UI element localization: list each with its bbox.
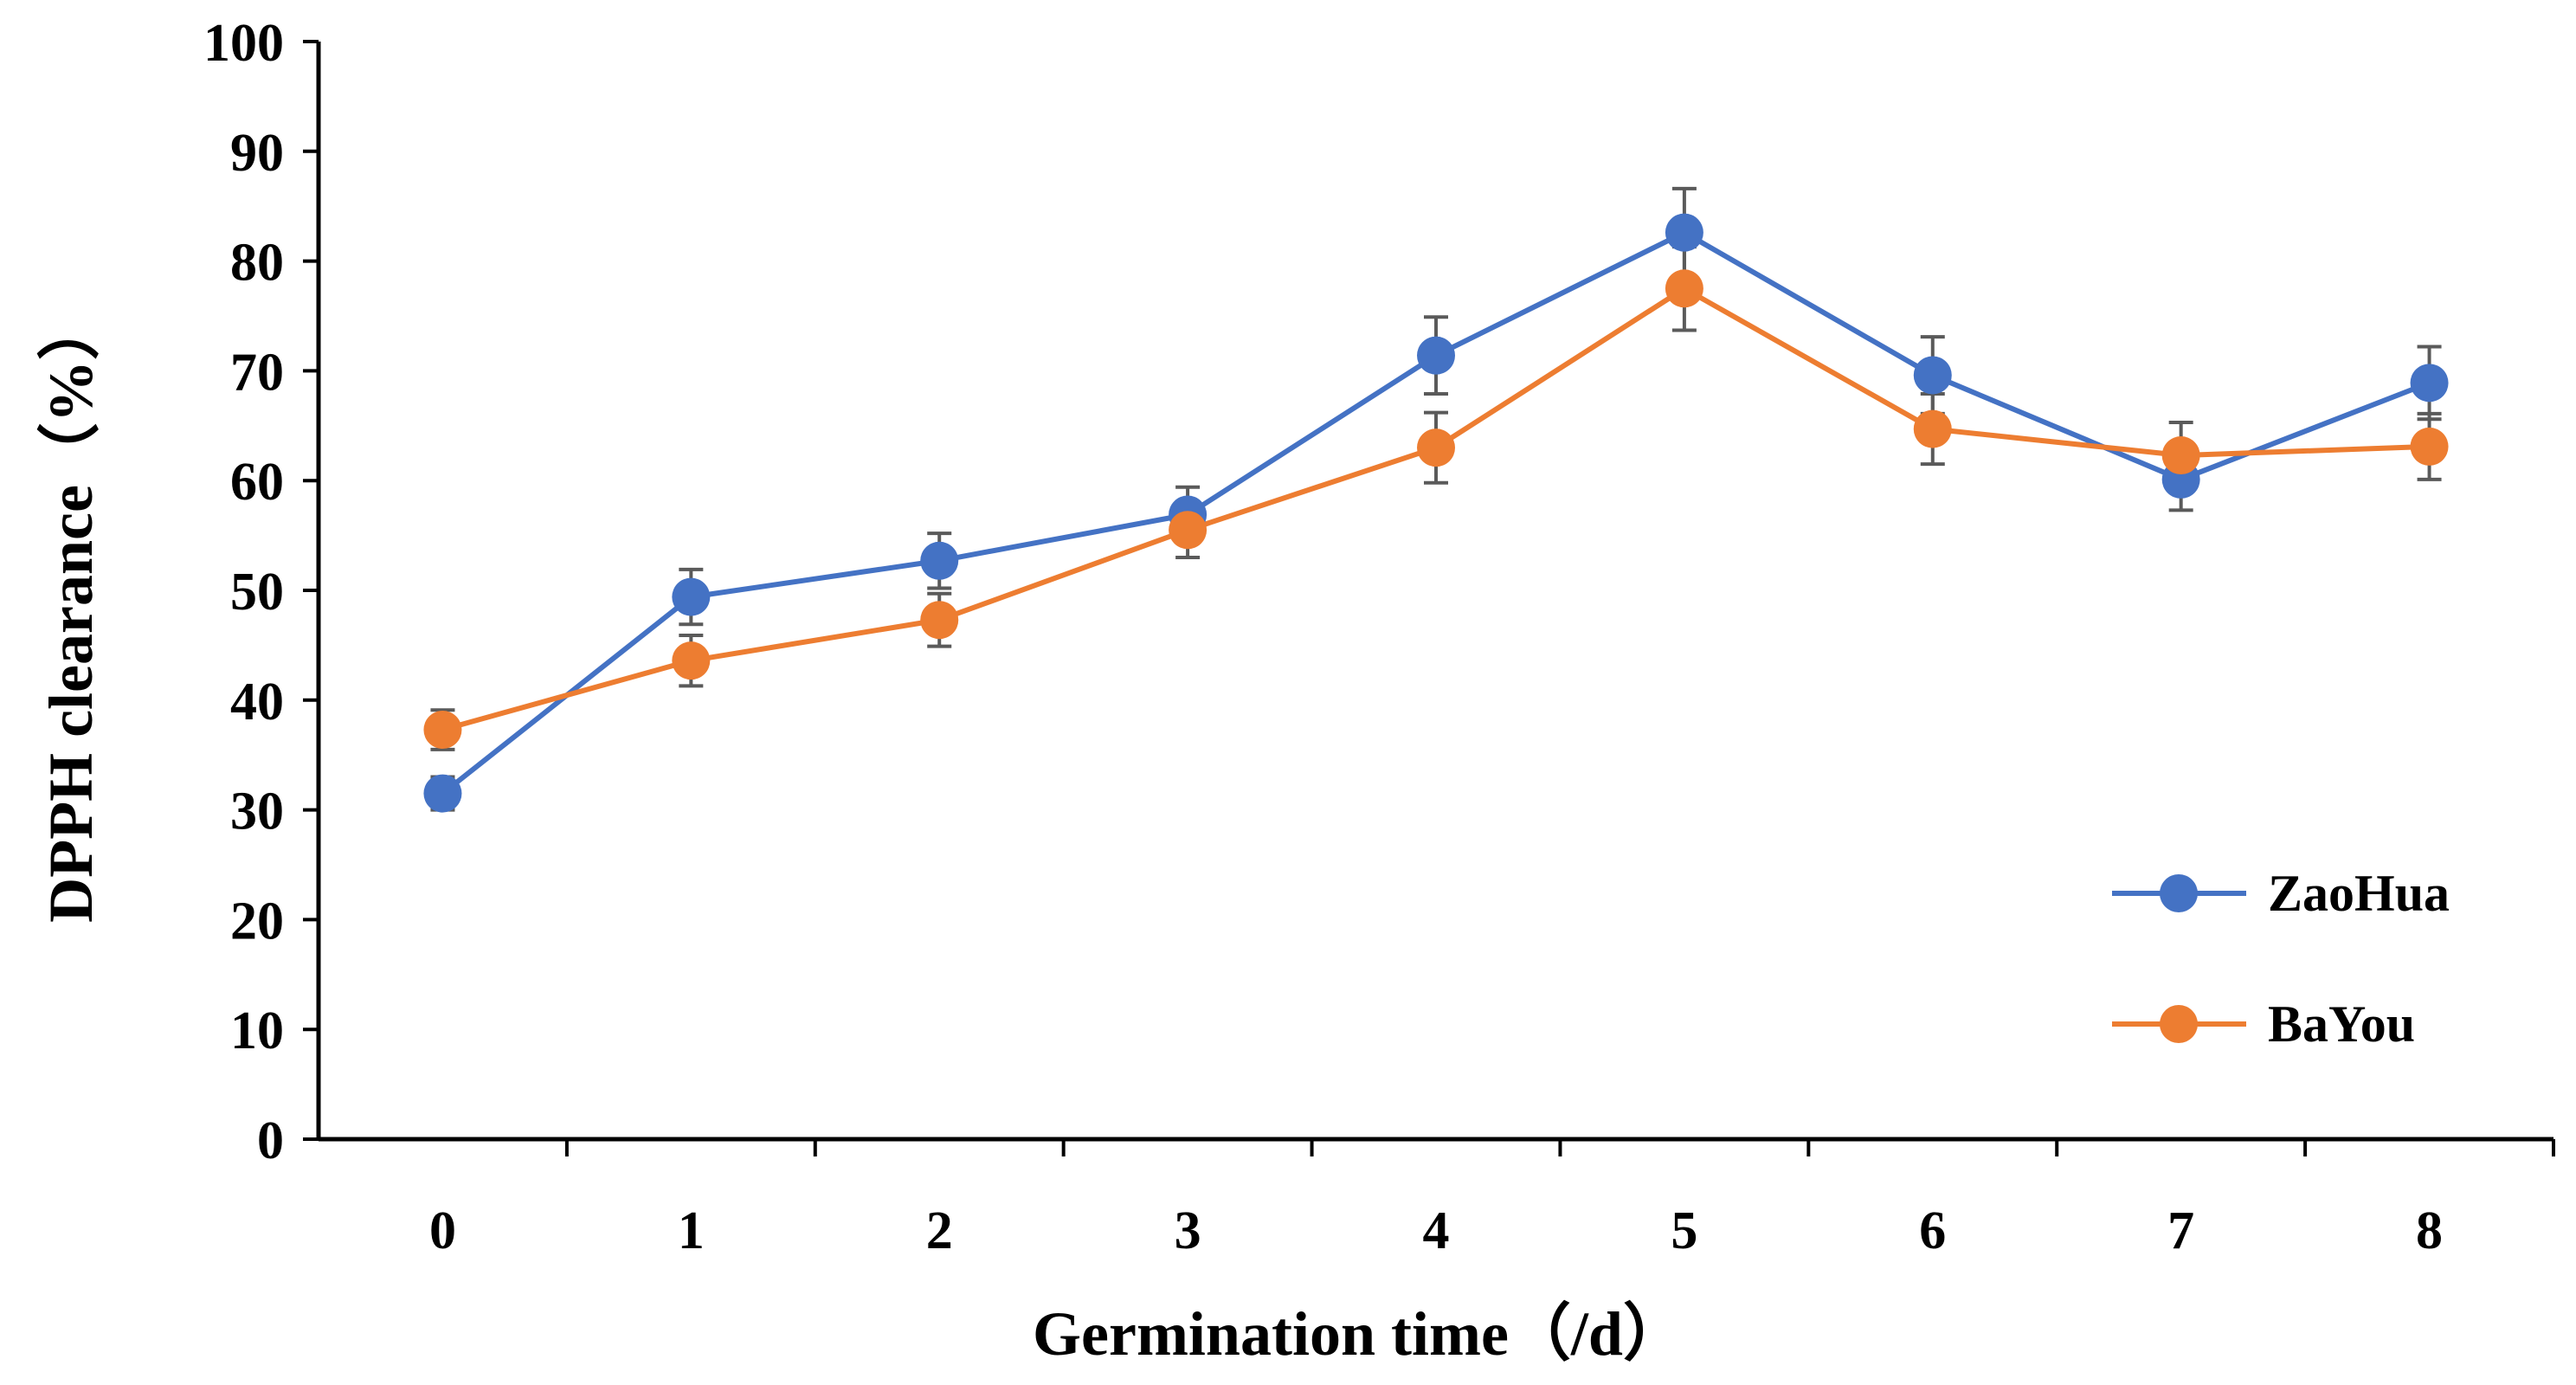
data-point [2410, 364, 2449, 403]
x-tick-label: 1 [678, 1201, 705, 1260]
series-zaohua [430, 186, 2442, 812]
data-point [920, 541, 959, 580]
data-point [1417, 428, 1455, 467]
x-tick-label: 6 [1919, 1201, 1946, 1260]
x-tick-label: 4 [1423, 1201, 1450, 1260]
x-axis-ticks: 0 1 2 3 4 5 6 7 8 [429, 1139, 2555, 1260]
axes [316, 42, 2553, 1142]
x-tick-label: 0 [429, 1201, 456, 1260]
data-point [672, 641, 711, 680]
data-point [1665, 269, 1703, 308]
y-tick-label: 10 [230, 1002, 284, 1060]
data-point [1913, 356, 1952, 395]
x-tick-label: 8 [2416, 1201, 2443, 1260]
y-tick-label: 20 [230, 892, 284, 950]
data-point [2161, 436, 2200, 475]
data-point [423, 711, 462, 750]
y-tick-label: 50 [230, 563, 284, 622]
y-tick-label: 30 [230, 783, 284, 841]
x-axis-title: Germination time（/d） [1033, 1299, 1685, 1369]
legend-label: BaYou [2268, 995, 2415, 1053]
legend-item-bayou: BaYou [2112, 995, 2415, 1053]
y-axis-title: DPPH clearance（%） [36, 298, 106, 923]
data-point [1665, 213, 1703, 252]
data-point [423, 774, 462, 813]
y-tick-label: 80 [230, 234, 284, 293]
legend-label: ZaoHua [2268, 865, 2450, 922]
data-point [920, 601, 959, 640]
markers-bayou [423, 269, 2449, 750]
data-point [1169, 511, 1208, 550]
data-point [1913, 409, 1952, 448]
data-point [2410, 427, 2449, 466]
data-point [672, 577, 711, 616]
y-tick-label: 90 [230, 124, 284, 183]
x-tick-label: 7 [2167, 1201, 2194, 1260]
data-point [1417, 336, 1455, 375]
x-tick-label: 3 [1175, 1201, 1201, 1260]
x-tick-label: 2 [926, 1201, 953, 1260]
legend-marker [2160, 1005, 2198, 1043]
markers-zaohua [423, 213, 2449, 813]
y-tick-label: 70 [230, 343, 284, 402]
legend-item-zaohua: ZaoHua [2112, 865, 2450, 922]
y-tick-label: 60 [230, 453, 284, 512]
series-layer [423, 186, 2449, 813]
x-tick-label: 5 [1671, 1201, 1697, 1260]
y-tick-label: 40 [230, 673, 284, 731]
y-tick-label: 100 [203, 14, 284, 73]
y-tick-label: 0 [257, 1111, 284, 1170]
legend: ZaoHua BaYou [2112, 865, 2450, 1053]
y-axis-ticks: 0 10 20 30 40 50 60 70 80 90 100 [203, 14, 319, 1170]
legend-marker [2160, 874, 2198, 912]
